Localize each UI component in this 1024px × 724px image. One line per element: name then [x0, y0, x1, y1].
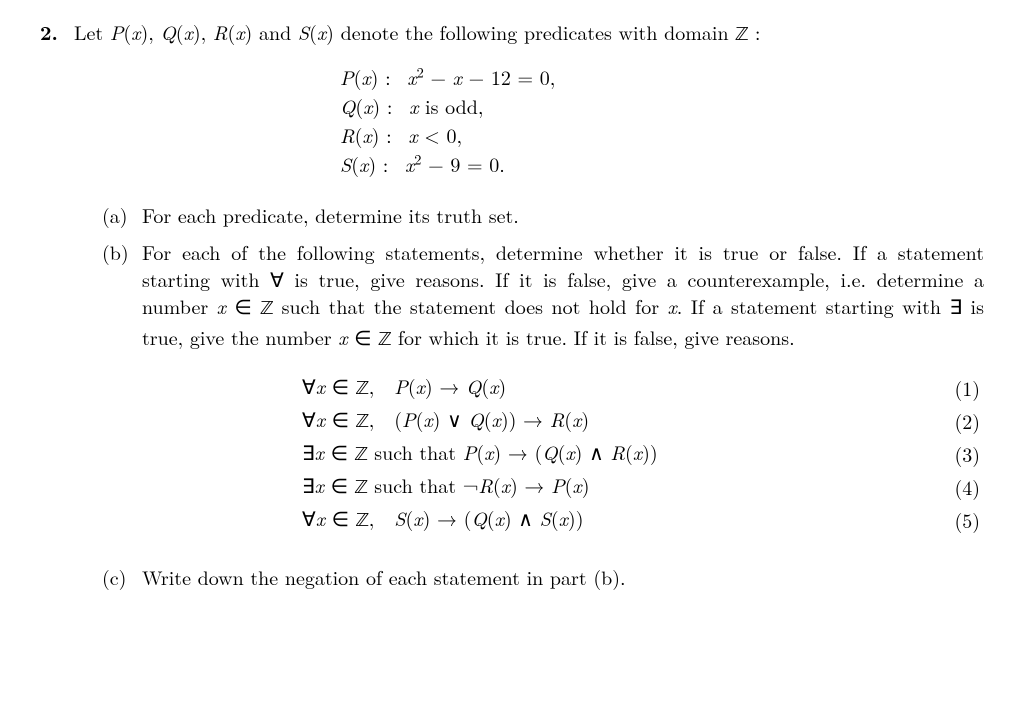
stmt-2-num: (2) — [934, 407, 984, 434]
page: 2. Let P(x), Q(x), R(x) and S(x) denote … — [0, 0, 1024, 618]
statements: ∀x ∈ ℤ, P(x) → Q(x) (1) ∀x ∈ ℤ, (P(x) ∨ … — [142, 372, 984, 535]
stmt-4-num: (4) — [934, 473, 984, 500]
part-b-body: For each of the following statements, de… — [142, 238, 984, 553]
stmt-4-math: ∃x ∈ ℤ such that ¬R(x) → P(x) — [142, 471, 934, 502]
part-c: (c) Write down the negation of each stat… — [102, 563, 984, 590]
problem-number: 2. — [40, 18, 74, 45]
part-a: (a) For each predicate, determine its tr… — [102, 201, 984, 228]
pred-R: R(x) : x < 0, — [340, 121, 984, 148]
part-b-label: (b) — [102, 238, 142, 265]
part-a-text: For each predicate, determine its truth … — [142, 201, 984, 228]
part-b: (b) For each of the following statements… — [102, 238, 984, 553]
part-c-label: (c) — [102, 563, 142, 590]
stmt-5: ∀x ∈ ℤ, S(x) → (Q(x) ∧ S(x)) (5) — [142, 504, 984, 535]
stmt-1-math: ∀x ∈ ℤ, P(x) → Q(x) — [142, 372, 934, 403]
problem-body: Let P(x), Q(x), R(x) and S(x) denote the… — [74, 18, 984, 600]
domain-Z: ℤ — [735, 25, 748, 45]
intro-mid: denote the following predicates with dom… — [334, 17, 735, 46]
stmt-3: ∃x ∈ ℤ such that P(x) → (Q(x) ∧ R(x)) (3… — [142, 438, 984, 469]
part-a-label: (a) — [102, 201, 142, 228]
stmt-2: ∀x ∈ ℤ, (P(x) ∨ Q(x)) → R(x) (2) — [142, 405, 984, 436]
part-b-text-2: such that the statement does not hold fo… — [273, 291, 667, 320]
intro-preds: P — [110, 17, 124, 46]
part-b-math-2: x — [668, 291, 677, 320]
part-c-text: Write down the negation of each statemen… — [142, 563, 984, 590]
intro-colon: : — [748, 17, 760, 46]
stmt-5-num: (5) — [934, 506, 984, 533]
intro-prefix: Let — [74, 17, 110, 46]
stmt-2-math: ∀x ∈ ℤ, (P(x) ∨ Q(x)) → R(x) — [142, 405, 934, 436]
pred-S: S(x) : x2 − 9 = 0. — [340, 150, 984, 177]
problem: 2. Let P(x), Q(x), R(x) and S(x) denote … — [40, 18, 984, 600]
stmt-1-num: (1) — [934, 374, 984, 401]
pred-Q: Q(x) : x is odd, — [340, 92, 984, 119]
stmt-1: ∀x ∈ ℤ, P(x) → Q(x) (1) — [142, 372, 984, 403]
part-b-text-4: for which it is true. If it is false, gi… — [391, 322, 794, 351]
intro-line: Let P(x), Q(x), R(x) and S(x) denote the… — [74, 18, 984, 49]
stmt-4: ∃x ∈ ℤ such that ¬R(x) → P(x) (4) — [142, 471, 984, 502]
predicate-definitions: P(x) : x2 − x − 12 = 0, Q(x) : x is odd,… — [74, 63, 984, 177]
subparts: (a) For each predicate, determine its tr… — [74, 201, 984, 590]
stmt-3-math: ∃x ∈ ℤ such that P(x) → (Q(x) ∧ R(x)) — [142, 438, 934, 469]
stmt-5-math: ∀x ∈ ℤ, S(x) → (Q(x) ∧ S(x)) — [142, 504, 934, 535]
stmt-3-num: (3) — [934, 440, 984, 467]
pred-P: P(x) : x2 − x − 12 = 0, — [340, 63, 984, 90]
